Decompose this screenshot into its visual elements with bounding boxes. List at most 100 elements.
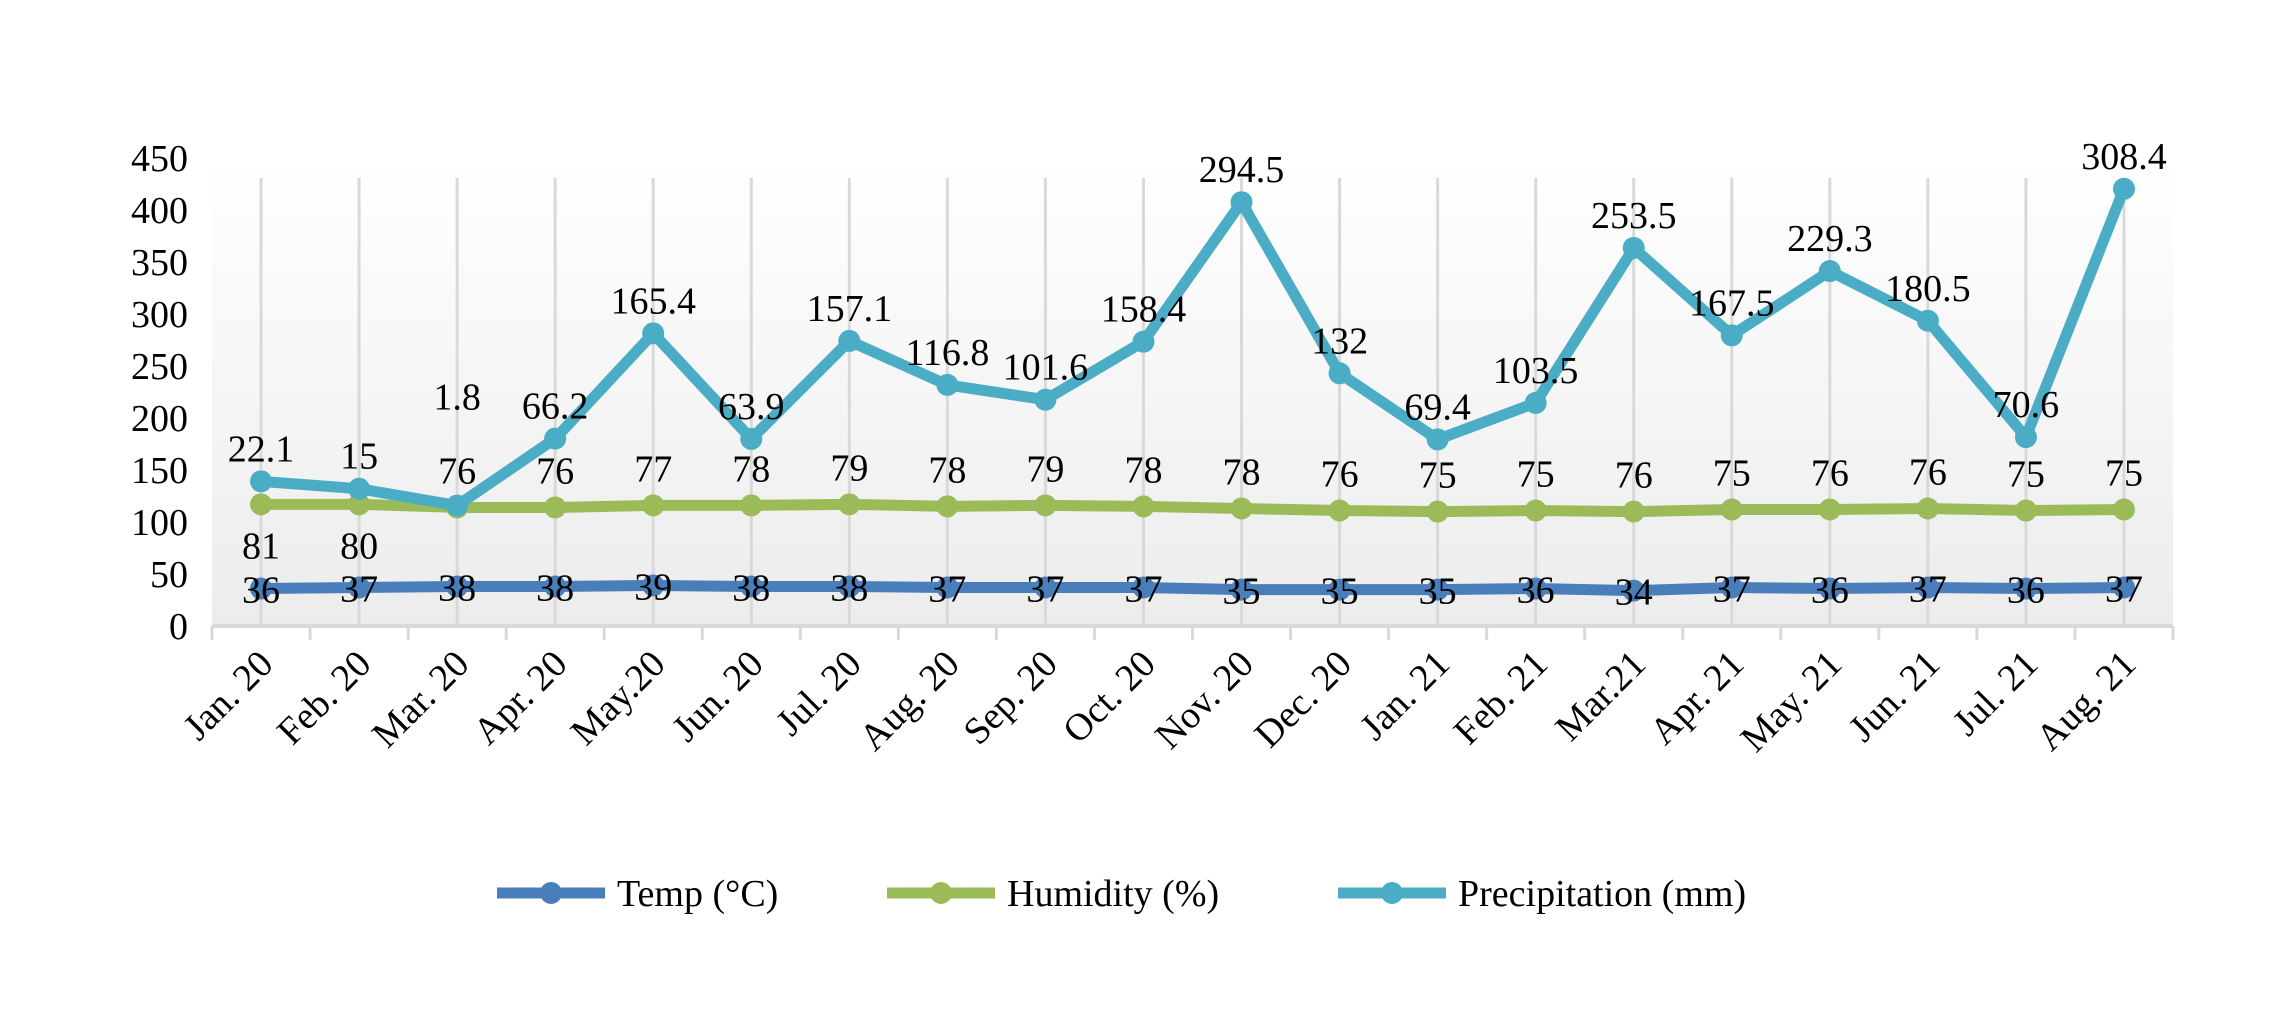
x-tick-label: Feb. 20 bbox=[269, 643, 379, 753]
data-label: 38 bbox=[438, 567, 476, 609]
data-point bbox=[1720, 498, 1743, 521]
data-label: 15 bbox=[340, 436, 378, 478]
data-point bbox=[642, 494, 665, 517]
data-point bbox=[740, 494, 763, 517]
data-point bbox=[446, 575, 469, 598]
data-label: 158.4 bbox=[1101, 289, 1187, 331]
data-label: 37 bbox=[1909, 569, 1947, 611]
data-point bbox=[1426, 428, 1449, 451]
data-point bbox=[1524, 577, 1547, 600]
x-tick-label: Feb. 21 bbox=[1446, 643, 1556, 753]
data-label: 116.8 bbox=[905, 332, 989, 374]
data-label: 103.5 bbox=[1493, 350, 1579, 392]
data-point bbox=[544, 496, 567, 519]
data-point bbox=[2014, 426, 2037, 449]
data-label: 36 bbox=[1811, 570, 1849, 612]
data-label: 75 bbox=[1419, 455, 1457, 497]
data-label: 37 bbox=[1713, 569, 1751, 611]
data-label: 101.6 bbox=[1003, 347, 1089, 389]
data-point bbox=[1034, 388, 1057, 411]
data-point bbox=[1328, 499, 1351, 522]
x-tick-label: Sep. 20 bbox=[955, 643, 1065, 753]
data-point bbox=[1720, 324, 1743, 347]
data-label: 308.4 bbox=[2081, 136, 2167, 178]
data-point bbox=[1230, 578, 1253, 601]
data-label: 78 bbox=[1124, 449, 1162, 491]
legend-label: Humidity (%) bbox=[1007, 873, 1219, 915]
data-point bbox=[1524, 391, 1547, 414]
legend-label: Precipitation (mm) bbox=[1458, 873, 1746, 915]
x-tick-label: Aug. 21 bbox=[2028, 643, 2144, 759]
data-label: 36 bbox=[242, 570, 280, 612]
data-label: 294.5 bbox=[1199, 149, 1285, 191]
data-point bbox=[936, 576, 959, 599]
data-label: 70.6 bbox=[1993, 384, 2060, 426]
x-tick-label: Nov. 20 bbox=[1147, 643, 1262, 758]
data-point bbox=[1916, 497, 1939, 520]
data-point bbox=[936, 495, 959, 518]
data-label: 66.2 bbox=[522, 386, 589, 428]
data-point bbox=[1132, 576, 1155, 599]
data-label: 78 bbox=[928, 449, 966, 491]
data-point bbox=[250, 493, 273, 516]
x-tick-label: Jun. 21 bbox=[1841, 643, 1948, 750]
legend-marker bbox=[540, 882, 562, 904]
x-tick-label: Mar. 20 bbox=[364, 643, 477, 756]
x-tick-label: Apr. 20 bbox=[465, 643, 575, 753]
y-tick-label: 400 bbox=[131, 190, 188, 232]
data-label: 180.5 bbox=[1885, 268, 1971, 310]
data-label: 76 bbox=[536, 450, 574, 492]
data-label: 79 bbox=[1026, 448, 1064, 490]
data-point bbox=[1328, 362, 1351, 385]
y-tick-label: 0 bbox=[169, 606, 188, 648]
data-label: 76 bbox=[1615, 455, 1653, 497]
data-point bbox=[1916, 309, 1939, 332]
data-point bbox=[1230, 191, 1253, 214]
data-label: 165.4 bbox=[610, 280, 696, 322]
data-point bbox=[348, 576, 371, 599]
data-point bbox=[1818, 498, 1841, 521]
x-tick-label: Apr. 21 bbox=[1642, 643, 1752, 753]
data-label: 63.9 bbox=[718, 386, 785, 428]
data-point bbox=[1034, 576, 1057, 599]
data-label: 132 bbox=[1311, 320, 1368, 362]
data-label: 38 bbox=[732, 567, 770, 609]
data-point bbox=[642, 322, 665, 345]
data-point bbox=[250, 577, 273, 600]
data-label: 75 bbox=[1517, 454, 1555, 496]
data-point bbox=[740, 427, 763, 450]
data-point bbox=[936, 373, 959, 396]
data-label: 69.4 bbox=[1404, 386, 1471, 428]
data-label: 78 bbox=[1223, 451, 1261, 493]
x-tick-label: Oct. 20 bbox=[1055, 643, 1164, 752]
data-point bbox=[1524, 499, 1547, 522]
data-label: 76 bbox=[438, 450, 476, 492]
data-label: 36 bbox=[2007, 570, 2045, 612]
data-point bbox=[838, 329, 861, 352]
data-point bbox=[2112, 498, 2135, 521]
data-label: 37 bbox=[928, 569, 966, 611]
series-line bbox=[260, 186, 2130, 512]
legend-item: Temp (°C) bbox=[497, 873, 778, 915]
y-tick-label: 300 bbox=[131, 294, 188, 336]
y-tick-label: 250 bbox=[131, 346, 188, 388]
x-tick-label: Jan. 20 bbox=[176, 643, 282, 749]
data-label: 75 bbox=[2105, 453, 2143, 495]
data-label: 35 bbox=[1419, 571, 1457, 613]
data-point bbox=[1818, 577, 1841, 600]
x-tick-label: Aug. 20 bbox=[851, 643, 967, 759]
data-point bbox=[250, 470, 273, 493]
data-point bbox=[446, 494, 469, 517]
data-label: 37 bbox=[2105, 569, 2143, 611]
data-point bbox=[1622, 579, 1645, 602]
data-point bbox=[1426, 578, 1449, 601]
data-label: 76 bbox=[1909, 451, 1947, 493]
y-tick-label: 350 bbox=[131, 242, 188, 284]
data-point bbox=[2112, 576, 2135, 599]
x-tick-label: May. 21 bbox=[1733, 643, 1851, 761]
y-tick-label: 100 bbox=[131, 502, 188, 544]
data-label: 34 bbox=[1615, 572, 1653, 614]
y-tick-label: 450 bbox=[131, 138, 188, 180]
data-point bbox=[1132, 330, 1155, 353]
data-label: 38 bbox=[830, 567, 868, 609]
